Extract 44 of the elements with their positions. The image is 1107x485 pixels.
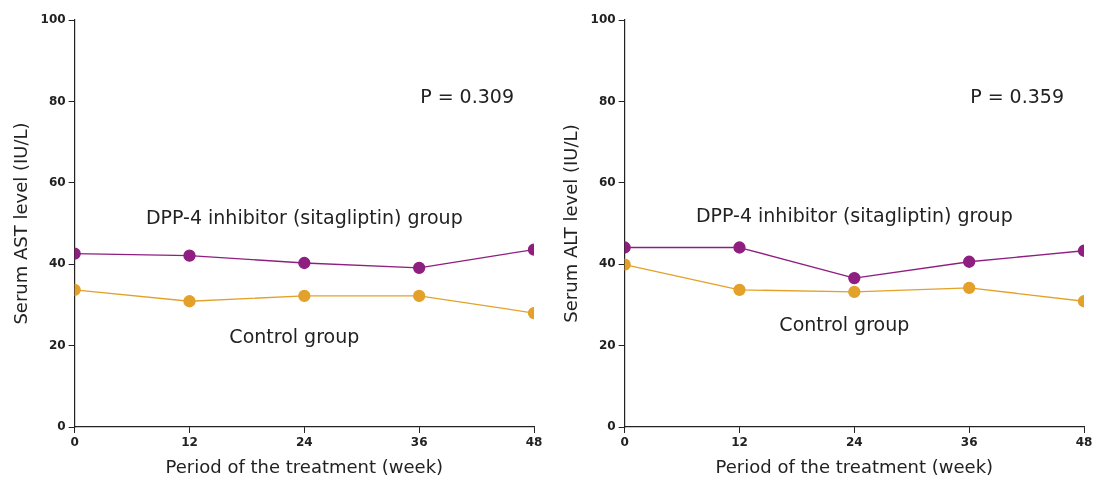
x-tick-label: 48 bbox=[525, 435, 543, 450]
y-axis-title: Serum ALT level (IU/L) bbox=[560, 124, 582, 323]
annotation: P = 0.309 bbox=[420, 84, 514, 107]
point bbox=[848, 271, 861, 285]
y-tick-label: 40 bbox=[48, 256, 66, 271]
point bbox=[963, 255, 976, 268]
y-tick-label: 20 bbox=[598, 337, 616, 352]
x-tick-label: 12 bbox=[731, 435, 748, 450]
point bbox=[413, 261, 426, 275]
point bbox=[183, 295, 196, 308]
point bbox=[298, 256, 311, 270]
point bbox=[183, 249, 196, 262]
y-tick-label: 80 bbox=[598, 93, 616, 108]
y-tick-label: 40 bbox=[598, 256, 616, 271]
x-tick-label: 24 bbox=[845, 435, 863, 450]
y-axis-title: Serum AST level (IU/L) bbox=[10, 122, 32, 325]
point bbox=[848, 285, 861, 299]
y-tick-label: 20 bbox=[48, 337, 66, 352]
x-tick-label: 24 bbox=[295, 435, 313, 450]
y-tick-label: 80 bbox=[48, 93, 66, 108]
x-axis-title: Period of the treatment (week) bbox=[715, 455, 994, 477]
point bbox=[413, 289, 426, 303]
x-tick-label: 0 bbox=[620, 435, 629, 450]
point bbox=[733, 241, 746, 254]
point bbox=[963, 281, 976, 294]
y-tick-label: 0 bbox=[607, 419, 616, 434]
x-tick-label: 36 bbox=[960, 435, 978, 450]
series-label: DPP-4 inhibitor (sitagliptin) group bbox=[145, 206, 463, 229]
y-tick-label: 60 bbox=[598, 174, 616, 189]
series-label: Control group bbox=[229, 324, 360, 347]
y-tick-label: 100 bbox=[40, 12, 66, 27]
y-tick-label: 0 bbox=[57, 419, 66, 434]
y-tick-label: 100 bbox=[590, 12, 616, 27]
point bbox=[298, 289, 311, 303]
x-tick-label: 0 bbox=[70, 435, 79, 450]
series-label: Control group bbox=[779, 313, 910, 336]
x-tick-label: 12 bbox=[181, 435, 198, 450]
x-tick-label: 36 bbox=[410, 435, 428, 450]
annotation: P = 0.359 bbox=[970, 84, 1064, 107]
y-tick-label: 60 bbox=[48, 174, 66, 189]
series-label: DPP-4 inhibitor (sitagliptin) group bbox=[695, 204, 1013, 227]
point bbox=[733, 283, 746, 296]
x-axis-title: Period of the treatment (week) bbox=[165, 455, 444, 477]
x-tick-label: 48 bbox=[1075, 435, 1093, 450]
